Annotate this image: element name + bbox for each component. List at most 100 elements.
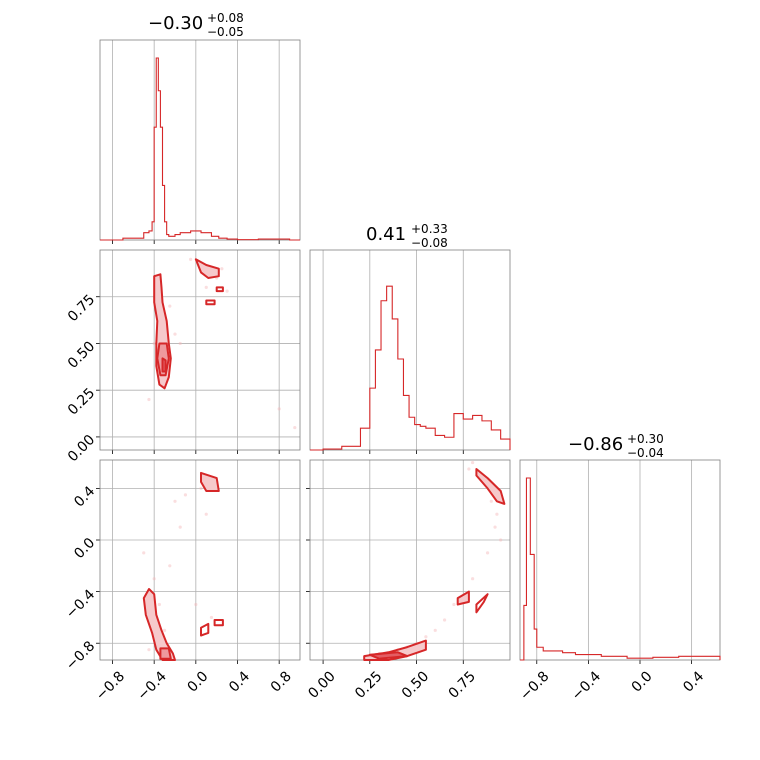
scatter-point-2-0-2	[152, 577, 156, 581]
panel-1-0	[96, 249, 301, 454]
contour-line-1-0-small2	[205, 299, 216, 306]
scatter-point-2-1-15	[499, 538, 503, 542]
title-plus-1: +0.33	[411, 222, 448, 236]
contour-line-2-1-upper	[475, 468, 506, 505]
title-main-2: −0.86	[568, 434, 623, 455]
scatter-point-1-0-16	[189, 257, 193, 261]
contour-fill-2-1-inner	[369, 652, 408, 659]
tick-label-x-2-1: −0.4	[569, 668, 604, 703]
scatter-point-2-1-17	[467, 467, 471, 471]
title-minus-1: −0.08	[411, 236, 448, 250]
panel-2-0	[96, 459, 301, 664]
title-minus-2: −0.04	[627, 446, 664, 460]
title-main-1: 0.41	[366, 224, 406, 245]
contour-fill-2-1-upper	[476, 469, 505, 504]
scatter-point-2-1-10	[471, 460, 475, 465]
tick-label-x-2-2: 0.0	[629, 668, 656, 695]
scatter-point-2-0-5	[178, 525, 182, 529]
tick-label-y-1-3: 0.75	[65, 292, 98, 325]
scatter-point-2-0-7	[199, 486, 203, 490]
tick-label-y-1-0: 0.00	[65, 432, 98, 465]
contour-line-1-0-upper	[194, 258, 220, 279]
panel-frame-2-0	[99, 459, 301, 661]
tick-label-y-1-2: 0.50	[65, 338, 98, 371]
panel-0-0	[99, 39, 301, 244]
scatter-point-2-0-6	[183, 493, 188, 497]
contour-line-2-1-lower	[363, 639, 427, 661]
scatter-point-2-0-12	[142, 551, 146, 555]
tick-label-x-2-3: 0.4	[680, 668, 707, 695]
panel-frame-1-0	[99, 249, 301, 451]
tick-label-x-1-3: 0.75	[446, 668, 479, 701]
scatter-point-1-0-12	[225, 289, 229, 293]
tick-label-x-2-0: −0.8	[517, 668, 552, 703]
scatter-point-1-0-14	[293, 425, 297, 430]
scatter-point-1-0-10	[173, 332, 177, 336]
tick-label-x-0-4: 0.8	[268, 668, 295, 695]
tick-label-x-1-1: 0.25	[352, 668, 385, 701]
tick-label-x-0-2: 0.0	[184, 668, 211, 695]
scatter-point-2-1-3	[433, 628, 437, 632]
contour-line-1-0-mid	[156, 342, 170, 377]
contour-line-2-0-outer	[142, 588, 176, 661]
scatter-point-2-0-10	[209, 615, 214, 620]
scatter-point-2-1-16	[495, 512, 499, 516]
histogram-0	[100, 57, 300, 241]
scatter-point-1-0-4	[168, 304, 172, 308]
panel-1-1	[309, 249, 511, 454]
contour-fill-2-1-mid	[457, 591, 469, 605]
scatter-point-2-0-8	[204, 512, 208, 516]
contour-line-2-1-inner	[368, 651, 409, 660]
panel-2-2	[519, 459, 721, 664]
scatter-point-2-1-8	[489, 499, 493, 503]
scatter-point-2-1-11	[424, 635, 428, 639]
scatter-point-2-0-4	[173, 499, 177, 503]
scatter-point-2-1-12	[442, 618, 447, 622]
tick-label-y-2-0: −0.8	[63, 638, 98, 673]
contour-line-1-0-small	[215, 286, 224, 293]
tick-label-y-2-2: 0.0	[71, 535, 98, 562]
scatter-point-1-0-11	[178, 341, 182, 346]
title-plus-0: +0.08	[207, 11, 244, 25]
tick-label-y-2-1: −0.4	[63, 587, 98, 622]
contour-line-2-0-inner	[159, 647, 172, 660]
tick-label-x-1-2: 0.50	[399, 668, 432, 701]
contour-line-2-0-small	[200, 622, 210, 637]
title-param-2: −0.86 +0.30 −0.04	[568, 432, 664, 460]
title-minus-0: −0.05	[207, 25, 244, 39]
tick-label-y-1-1: 0.25	[65, 385, 98, 418]
contour-line-1-0-outer	[153, 273, 172, 390]
tick-label-x-0-1: −0.4	[135, 668, 170, 703]
title-plus-2: +0.30	[627, 432, 664, 446]
scatter-point-1-0-15	[277, 407, 281, 411]
tick-label-x-1-0: 0.00	[305, 668, 338, 701]
scatter-point-1-0-17	[220, 267, 224, 271]
tick-label-x-0-0: −0.8	[93, 668, 128, 703]
contour-fill-2-0-inner	[160, 648, 171, 659]
histogram-1	[310, 285, 511, 451]
tick-label-x-0-3: 0.4	[226, 668, 253, 695]
contour-line-2-0-upper	[200, 471, 220, 492]
title-param-1: 0.41 +0.33 −0.08	[366, 222, 448, 250]
scatter-point-2-1-7	[493, 525, 497, 529]
contour-line-1-0-inner	[161, 357, 167, 373]
title-main-0: −0.30	[148, 13, 203, 34]
panel-2-1	[306, 459, 511, 664]
scatter-point-2-1-5	[471, 577, 475, 581]
panel-frame-2-1	[309, 459, 511, 661]
scatter-point-2-0-1	[162, 628, 167, 632]
scatter-point-2-0-9	[194, 602, 198, 607]
panel-frame-2-2	[519, 459, 721, 661]
scatter-point-2-1-6	[485, 551, 490, 555]
scatter-point-2-0-0	[157, 602, 161, 607]
scatter-point-2-1-4	[452, 602, 456, 607]
panel-frame-0-0	[99, 39, 301, 241]
scatter-point-1-0-9	[204, 285, 208, 289]
contour-fill-1-0-upper	[195, 259, 219, 278]
title-param-0: −0.30 +0.08 −0.05	[148, 11, 244, 39]
contour-line-2-1-mid	[456, 590, 470, 606]
tick-label-y-2-3: 0.4	[71, 483, 98, 510]
contour-line-2-1-mid2	[475, 593, 489, 614]
